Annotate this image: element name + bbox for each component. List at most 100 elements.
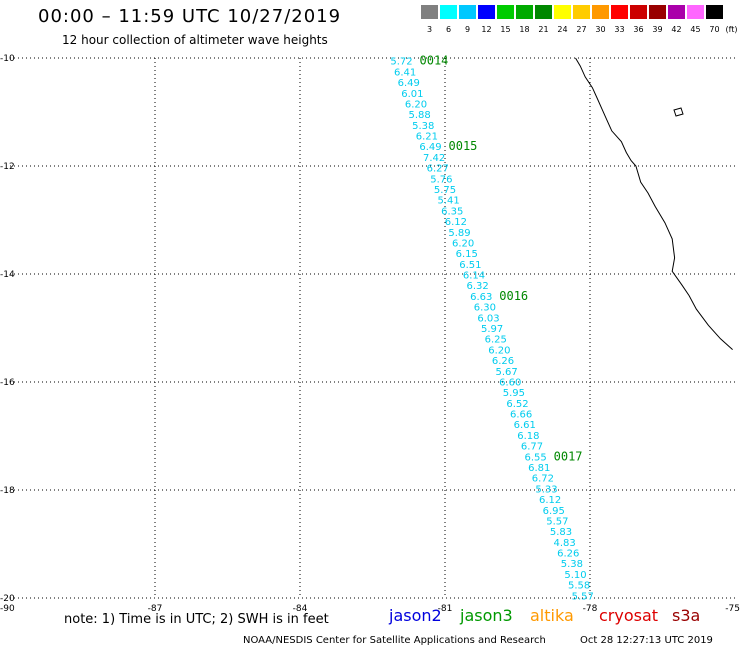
swh-reading: 6.77: [521, 442, 543, 453]
latitude-tick-label: -12: [0, 162, 15, 172]
color-swatch: [478, 5, 495, 19]
color-scale-label: 45: [690, 25, 701, 34]
swh-reading: 6.49: [419, 142, 441, 153]
color-scale-label: 33: [614, 25, 625, 34]
swh-reading: 7.42: [423, 153, 445, 164]
swh-reading: 6.26: [557, 549, 579, 560]
latitude-tick-label: -20: [0, 594, 15, 604]
longitude-tick-label: -75: [725, 604, 740, 614]
longitude-tick-label: -84: [293, 604, 308, 614]
swh-reading: 5.72: [390, 57, 412, 68]
color-swatch: [573, 5, 590, 19]
swh-reading: 5.97: [481, 324, 503, 335]
swh-reading: 6.21: [416, 132, 438, 143]
color-scale-label: 18: [519, 25, 530, 34]
swh-reading: 6.61: [514, 420, 536, 431]
color-scale-unit: (ft): [725, 25, 738, 34]
swh-reading: 6.41: [394, 67, 416, 78]
longitude-tick-label: -78: [583, 604, 598, 614]
color-swatch: [554, 5, 571, 19]
note-text: note: 1) Time is in UTC; 2) SWH is in fe…: [64, 612, 329, 627]
footer-timestamp: Oct 28 12:27:13 UTC 2019: [580, 635, 713, 646]
swh-reading: 5.38: [561, 559, 583, 570]
color-swatch: [459, 5, 476, 19]
swh-reading: 5.57: [572, 591, 594, 602]
color-swatch: [440, 5, 457, 19]
swh-reading: 6.15: [456, 249, 478, 260]
color-scale-label: 30: [595, 25, 606, 34]
page-subtitle: 12 hour collection of altimeter wave hei…: [62, 33, 328, 47]
color-scale-label: 15: [500, 25, 511, 34]
swh-reading: 6.26: [492, 356, 514, 367]
swh-reading: 5.57: [546, 516, 568, 527]
color-scale-label: 27: [576, 25, 587, 34]
swh-reading: 6.49: [398, 78, 420, 89]
page-title: 00:00 – 11:59 UTC 10/27/2019: [38, 6, 342, 27]
swh-reading: 6.12: [445, 217, 467, 228]
longitude-tick-label: -90: [0, 604, 15, 614]
color-swatch: [611, 5, 628, 19]
color-swatch: [630, 5, 647, 19]
time-marker-label: 0017: [554, 449, 583, 463]
swh-reading: 5.10: [564, 570, 586, 581]
latitude-tick-label: -10: [0, 54, 15, 64]
swh-reading: 6.18: [517, 431, 539, 442]
swh-reading: 6.25: [485, 335, 507, 346]
satellite-jason2: jason2: [389, 606, 442, 625]
swh-reading: 5.75: [434, 185, 456, 196]
color-scale-label: 6: [445, 25, 452, 34]
swh-reading: 6.95: [543, 506, 565, 517]
swh-reading: 4.83: [553, 538, 575, 549]
color-scale-label: 24: [557, 25, 568, 34]
swh-reading: 5.41: [437, 196, 459, 207]
latitude-tick-label: -18: [0, 486, 15, 496]
swh-reading: 6.51: [459, 260, 481, 271]
swh-reading: 6.20: [488, 345, 510, 356]
swh-reading: 5.95: [503, 388, 525, 399]
swh-reading: 5.38: [412, 121, 434, 132]
swh-reading: 6.32: [466, 281, 488, 292]
color-swatch: [687, 5, 704, 19]
color-scale-label: 12: [481, 25, 492, 34]
color-swatch: [668, 5, 685, 19]
color-swatch: [706, 5, 723, 19]
swh-reading: 6.55: [524, 452, 546, 463]
color-scale-label: 3: [426, 25, 433, 34]
latitude-tick-label: -14: [0, 270, 15, 280]
swh-reading: 5.33: [535, 484, 557, 495]
swh-reading: 6.72: [532, 474, 554, 485]
swh-reading: 6.03: [477, 313, 499, 324]
color-swatch: [497, 5, 514, 19]
time-marker-label: 0015: [449, 139, 478, 153]
color-scale-label: 42: [671, 25, 682, 34]
longitude-tick-label: -87: [148, 604, 163, 614]
color-scale-label: 9: [464, 25, 471, 34]
color-scale-label: 39: [652, 25, 663, 34]
satellite-jason3: jason3: [460, 606, 513, 625]
color-scale-label: 36: [633, 25, 644, 34]
swh-reading: 6.20: [452, 238, 474, 249]
color-scale-label: 21: [538, 25, 549, 34]
swh-reading: 5.83: [550, 527, 572, 538]
swh-reading: 6.35: [441, 206, 463, 217]
time-marker-label: 0014: [420, 54, 449, 68]
swh-reading: 5.67: [495, 367, 517, 378]
swh-reading: 6.63: [470, 292, 492, 303]
footer-credit: NOAA/NESDIS Center for Satellite Applica…: [243, 635, 546, 646]
color-swatch: [592, 5, 609, 19]
coastline: [575, 57, 733, 350]
latitude-tick-label: -16: [0, 378, 15, 388]
satellite-altika: altika: [530, 606, 574, 625]
swh-reading: 6.66: [510, 410, 532, 421]
time-marker-label: 0016: [499, 289, 528, 303]
color-swatch: [535, 5, 552, 19]
swh-reading: 6.60: [499, 377, 521, 388]
swh-reading: 5.88: [408, 110, 430, 121]
swh-reading: 6.01: [401, 89, 423, 100]
color-swatch: [649, 5, 666, 19]
color-swatch: [421, 5, 438, 19]
satellite-s3a: s3a: [672, 606, 701, 625]
swh-reading: 6.27: [427, 164, 449, 175]
color-swatch: [516, 5, 533, 19]
